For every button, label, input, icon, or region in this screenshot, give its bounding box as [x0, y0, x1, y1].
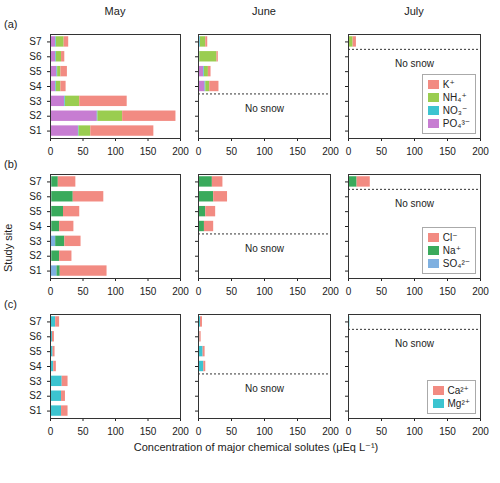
- svg-text:0: 0: [346, 286, 352, 297]
- svg-text:0: 0: [346, 146, 352, 157]
- svg-text:200: 200: [472, 146, 489, 157]
- svg-text:100: 100: [107, 286, 124, 297]
- svg-text:150: 150: [140, 286, 157, 297]
- svg-text:150: 150: [289, 286, 306, 297]
- svg-text:150: 150: [140, 146, 157, 157]
- svg-text:200: 200: [472, 426, 489, 437]
- svg-text:S5: S5: [29, 66, 42, 77]
- svg-text:50: 50: [77, 426, 89, 437]
- svg-text:50: 50: [226, 146, 238, 157]
- svg-text:No snow: No snow: [395, 58, 435, 69]
- svg-text:200: 200: [472, 286, 489, 297]
- svg-text:100: 100: [256, 426, 273, 437]
- svg-text:S5: S5: [29, 206, 42, 217]
- html-text:May: May: [104, 5, 126, 17]
- html-text:NO₃⁻: NO₃⁻: [442, 105, 468, 116]
- svg-text:150: 150: [439, 146, 456, 157]
- svg-text:150: 150: [289, 146, 306, 157]
- html-text:Cl⁻: Cl⁻: [442, 232, 458, 243]
- svg-text:50: 50: [376, 146, 388, 157]
- html-text:Mg²⁺: Mg²⁺: [447, 398, 470, 409]
- svg-text:S4: S4: [29, 221, 42, 232]
- svg-text:S6: S6: [29, 191, 42, 202]
- svg-text:S4: S4: [29, 81, 42, 92]
- html-text:(b): (b): [4, 158, 18, 170]
- svg-text:150: 150: [439, 426, 456, 437]
- svg-text:S7: S7: [29, 176, 42, 187]
- html-text:K⁺: K⁺: [442, 79, 455, 90]
- svg-text:S3: S3: [29, 236, 42, 247]
- svg-text:150: 150: [289, 426, 306, 437]
- svg-text:S1: S1: [29, 125, 42, 136]
- svg-text:150: 150: [439, 286, 456, 297]
- svg-text:100: 100: [256, 146, 273, 157]
- svg-text:200: 200: [172, 146, 189, 157]
- svg-text:S4: S4: [29, 361, 42, 372]
- html-text:SO₄²⁻: SO₄²⁻: [442, 258, 470, 269]
- svg-text:100: 100: [406, 146, 423, 157]
- svg-text:0: 0: [48, 146, 54, 157]
- svg-text:50: 50: [376, 286, 388, 297]
- svg-text:S6: S6: [29, 51, 42, 62]
- svg-text:100: 100: [406, 426, 423, 437]
- svg-text:0: 0: [48, 426, 54, 437]
- svg-text:200: 200: [172, 426, 189, 437]
- html-text:(c): (c): [4, 298, 17, 310]
- html-text:(a): (a): [4, 18, 18, 30]
- svg-text:200: 200: [172, 286, 189, 297]
- svg-text:S2: S2: [29, 250, 42, 261]
- svg-text:0: 0: [196, 426, 202, 437]
- html-text:Na⁺: Na⁺: [442, 245, 461, 256]
- html-text:Ca²⁺: Ca²⁺: [447, 385, 469, 396]
- svg-text:No snow: No snow: [245, 243, 285, 254]
- svg-text:50: 50: [77, 286, 89, 297]
- svg-text:200: 200: [322, 426, 339, 437]
- html-text:PO₄³⁻: PO₄³⁻: [442, 118, 470, 129]
- svg-text:S7: S7: [29, 316, 42, 327]
- svg-text:100: 100: [256, 286, 273, 297]
- html-text:July: July: [404, 5, 424, 17]
- svg-text:150: 150: [140, 426, 157, 437]
- svg-text:0: 0: [346, 426, 352, 437]
- svg-text:200: 200: [322, 146, 339, 157]
- svg-text:No snow: No snow: [245, 103, 285, 114]
- svg-text:S5: S5: [29, 346, 42, 357]
- svg-text:100: 100: [107, 146, 124, 157]
- svg-text:50: 50: [77, 146, 89, 157]
- svg-text:No snow: No snow: [395, 338, 435, 349]
- svg-text:0: 0: [196, 286, 202, 297]
- svg-text:100: 100: [107, 426, 124, 437]
- svg-text:No snow: No snow: [395, 198, 435, 209]
- svg-text:S2: S2: [29, 390, 42, 401]
- svg-text:No snow: No snow: [245, 383, 285, 394]
- svg-text:50: 50: [376, 426, 388, 437]
- svg-text:0: 0: [196, 146, 202, 157]
- svg-text:S1: S1: [29, 265, 42, 276]
- svg-text:50: 50: [226, 286, 238, 297]
- svg-text:50: 50: [226, 426, 238, 437]
- html-text:Study site: Study site: [2, 223, 14, 273]
- html-text:NH₄⁺: NH₄⁺: [442, 92, 467, 103]
- svg-text:S3: S3: [29, 376, 42, 387]
- svg-text:S1: S1: [29, 405, 42, 416]
- svg-text:100: 100: [406, 286, 423, 297]
- html-text:June: June: [252, 5, 276, 17]
- svg-text:200: 200: [322, 286, 339, 297]
- svg-text:S2: S2: [29, 110, 42, 121]
- svg-text:S3: S3: [29, 96, 42, 107]
- html-text:Concentration of major chemica: Concentration of major chemical solutes …: [133, 441, 379, 453]
- svg-text:S6: S6: [29, 331, 42, 342]
- svg-text:0: 0: [48, 286, 54, 297]
- svg-text:S7: S7: [29, 36, 42, 47]
